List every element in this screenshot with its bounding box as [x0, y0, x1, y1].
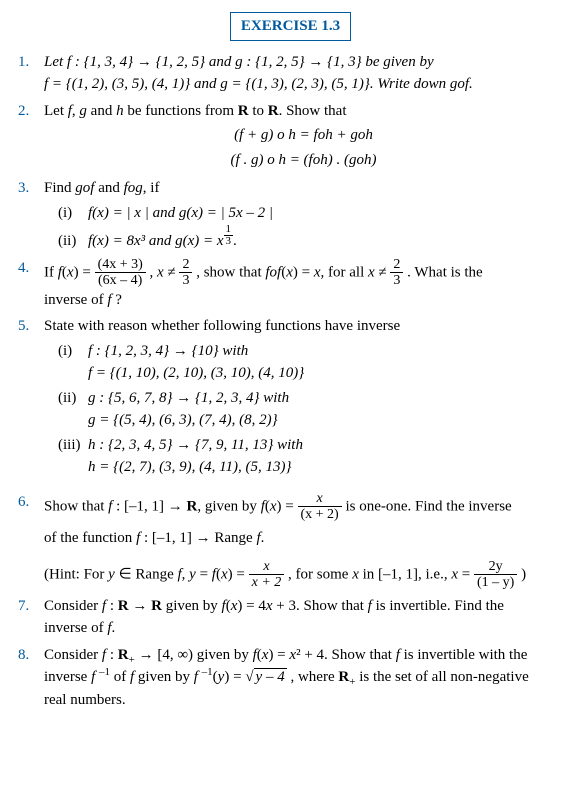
p6-hint-pre: (Hint: For y ∈ Range f, y = f(x) =: [44, 566, 249, 582]
problem-number: 8.: [18, 644, 44, 712]
problem-4-mid1: , x ≠: [150, 264, 180, 280]
problem-4: 4. If f(x) = (4x + 3)(6x – 4) , x ≠ 23 ,…: [18, 257, 563, 311]
p8-line2a: inverse f –1 of f given by f –1(y) =: [44, 669, 245, 685]
problem-number: 5.: [18, 315, 44, 479]
problem-number: 1.: [18, 51, 44, 96]
p5-iii-a: h : {2, 3, 4, 5} → {7, 9, 11, 13} with: [88, 437, 303, 453]
problem-2: 2. Let f, g and h be functions from R to…: [18, 100, 563, 174]
p5-iii-b: h = {(2, 7), (3, 9), (4, 11), (5, 13)}: [88, 459, 291, 475]
problem-4-end: . What is the: [407, 264, 483, 280]
sub-label: (i): [44, 202, 88, 225]
problem-1-line2: f = {(1, 2), (3, 5), (4, 1)} and g = {(1…: [44, 76, 473, 92]
frac-2: 23: [179, 257, 192, 289]
sub-label: (iii): [44, 434, 88, 479]
p6-line2: of the function f : [–1, 1] → Range f.: [44, 530, 264, 546]
sub-label: (ii): [44, 230, 88, 253]
p5-i-a: f : {1, 2, 3, 4} → {10} with: [88, 343, 248, 359]
problem-number: 7.: [18, 595, 44, 640]
problem-body: Let f : {1, 3, 4} → {1, 2, 5} and g : {1…: [44, 51, 563, 96]
problem-5-line1: State with reason whether following func…: [44, 318, 400, 334]
problem-2-eq2: (f . g) o h = (foh) . (goh): [231, 152, 377, 168]
problem-body: Consider f : R+ → [4, ∞) given by f(x) =…: [44, 644, 563, 712]
problem-6: 6. Show that f : [–1, 1] → R, given by f…: [18, 491, 563, 591]
p5-ii-a: g : {5, 6, 7, 8} → {1, 2, 3, 4} with: [88, 390, 289, 406]
p8-line3: real numbers.: [44, 692, 126, 708]
problem-1-line1: Let f : {1, 3, 4} → {1, 2, 5} and g : {1…: [44, 54, 434, 70]
frac-3: 23: [390, 257, 403, 289]
problem-5: 5. State with reason whether following f…: [18, 315, 563, 479]
problem-4-line2: inverse of f ?: [44, 292, 122, 308]
exercise-title-label: EXERCISE 1.3: [230, 12, 351, 41]
problem-body: State with reason whether following func…: [44, 315, 563, 479]
problem-body: Find gof and fog, if (i) f(x) = | x | an…: [44, 177, 563, 253]
p5-i-b: f = {(1, 10), (2, 10), (3, 10), (4, 10)}: [88, 365, 304, 381]
problem-number: 4.: [18, 257, 44, 311]
problem-1: 1. Let f : {1, 3, 4} → {1, 2, 5} and g :…: [18, 51, 563, 96]
problem-3-ii-left: f(x) = 8x³ and g(x) = x: [88, 233, 224, 249]
problem-body: Let f, g and h be functions from R to R.…: [44, 100, 563, 174]
p6-hint-end: ): [521, 566, 526, 582]
problem-3-line1: Find gof and fog, if: [44, 180, 159, 196]
problem-number: 6.: [18, 491, 44, 591]
p6-frac2: xx + 2: [249, 559, 285, 591]
p6-hint-mid: , for some x in [–1, 1], i.e., x =: [288, 566, 474, 582]
sub-label: (i): [44, 340, 88, 385]
p8-line1: Consider f : R+ → [4, ∞) given by f(x) =…: [44, 647, 527, 663]
p8-line2b: , where R+ is the set of all non-negativ…: [290, 669, 528, 685]
p7-line1: Consider f : R → R given by f(x) = 4x + …: [44, 598, 504, 614]
problem-3: 3. Find gof and fog, if (i) f(x) = | x |…: [18, 177, 563, 253]
p5-ii-b: g = {(5, 4), (6, 3), (7, 4), (8, 2)}: [88, 412, 278, 428]
problem-8: 8. Consider f : R+ → [4, ∞) given by f(x…: [18, 644, 563, 712]
problem-4-pre: If f(x) =: [44, 264, 95, 280]
p6-post1: is one-one. Find the inverse: [345, 498, 511, 514]
problem-3-i: f(x) = | x | and g(x) = | 5x – 2 |: [88, 205, 273, 221]
p6-frac1: x(x + 2): [298, 491, 342, 523]
exercise-title: EXERCISE 1.3: [18, 12, 563, 41]
p6-pre: Show that f : [–1, 1] → R, given by f(x)…: [44, 498, 298, 514]
exponent-frac: 13: [224, 224, 234, 247]
problem-body: If f(x) = (4x + 3)(6x – 4) , x ≠ 23 , sh…: [44, 257, 563, 311]
sub-label: (ii): [44, 387, 88, 432]
p8-sqrt: y – 4: [254, 668, 287, 685]
problem-7: 7. Consider f : R → R given by f(x) = 4x…: [18, 595, 563, 640]
p6-frac3: 2y(1 – y): [474, 559, 517, 591]
problem-body: Show that f : [–1, 1] → R, given by f(x)…: [44, 491, 563, 591]
frac-1: (4x + 3)(6x – 4): [95, 257, 146, 289]
p7-line2: inverse of f.: [44, 620, 115, 636]
sqrt-sign: √: [245, 669, 253, 685]
problem-4-mid2: , show that fof(x) = x, for all x ≠: [196, 264, 390, 280]
problem-3-ii-end: .: [233, 233, 237, 249]
problem-2-eq1: (f + g) o h = foh + goh: [234, 127, 373, 143]
problem-number: 2.: [18, 100, 44, 174]
problem-number: 3.: [18, 177, 44, 253]
problem-body: Consider f : R → R given by f(x) = 4x + …: [44, 595, 563, 640]
problem-2-line1: Let f, g and h be functions from R to R.…: [44, 103, 347, 119]
